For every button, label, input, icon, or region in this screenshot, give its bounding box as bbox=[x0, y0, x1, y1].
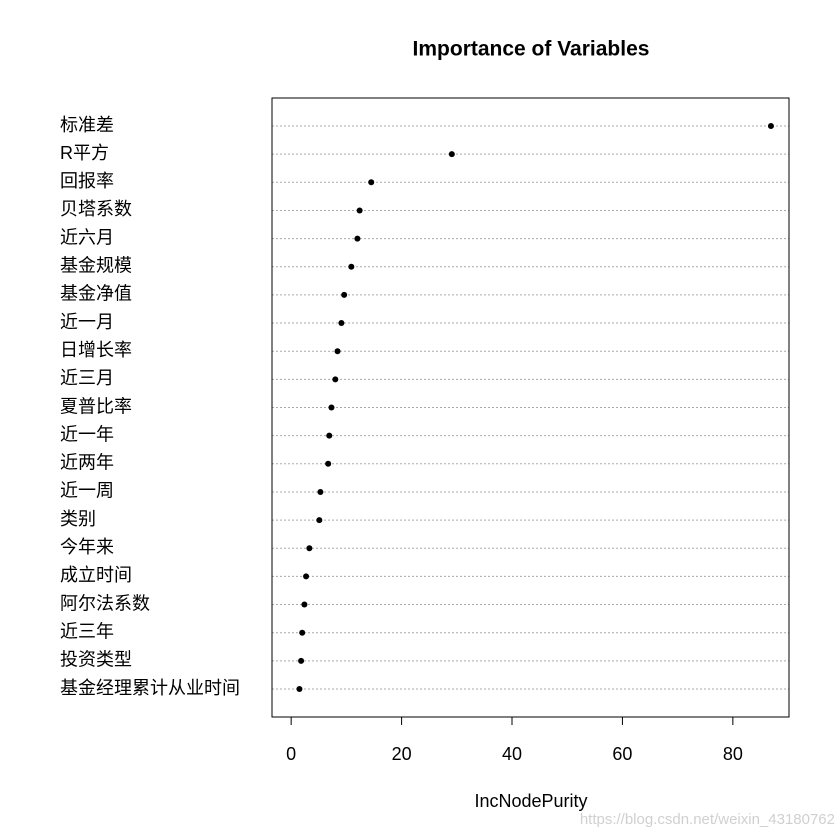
chart-title: Importance of Variables bbox=[413, 38, 650, 61]
y-tick-label: 成立时间 bbox=[60, 565, 132, 585]
y-tick-label: 夏普比率 bbox=[60, 396, 132, 416]
x-tick-label: 60 bbox=[612, 744, 632, 764]
x-tick-label: 0 bbox=[286, 744, 296, 764]
x-tick-label: 80 bbox=[723, 744, 743, 764]
x-tick-label: 40 bbox=[502, 744, 522, 764]
dot bbox=[326, 432, 333, 439]
y-tick-label: 投资类型 bbox=[60, 650, 132, 670]
y-tick-label: 今年来 bbox=[60, 537, 114, 557]
dot bbox=[332, 376, 339, 383]
dot bbox=[317, 488, 324, 495]
y-tick-label: 基金经理累计从业时间 bbox=[60, 678, 240, 698]
y-tick-label: 日增长率 bbox=[60, 340, 132, 360]
dot bbox=[328, 404, 335, 411]
dot bbox=[334, 348, 341, 355]
plot-frame bbox=[271, 97, 790, 718]
dot bbox=[354, 235, 361, 242]
y-tick-label: 近一月 bbox=[60, 312, 114, 332]
dot bbox=[767, 123, 774, 129]
y-tick-label: R平方 bbox=[60, 143, 109, 163]
y-tick-label: 类别 bbox=[60, 509, 96, 529]
dot bbox=[303, 573, 310, 580]
y-tick-label: 近一周 bbox=[60, 481, 114, 501]
y-tick-label: 标准差 bbox=[60, 115, 114, 135]
dot bbox=[348, 263, 355, 270]
dot bbox=[448, 151, 455, 158]
y-tick-label: 基金规模 bbox=[60, 256, 132, 276]
y-tick-label: 近三月 bbox=[60, 368, 114, 388]
dot bbox=[298, 657, 305, 664]
dot bbox=[299, 629, 306, 636]
dot bbox=[301, 601, 308, 608]
dot bbox=[356, 207, 363, 214]
y-tick-label: 近一年 bbox=[60, 424, 114, 444]
dot bbox=[306, 545, 313, 552]
x-axis-label: IncNodePurity bbox=[474, 791, 587, 811]
y-tick-label: 阿尔法系数 bbox=[60, 593, 150, 613]
y-tick-label: 近两年 bbox=[60, 453, 114, 473]
y-tick-label: 近三年 bbox=[60, 621, 114, 641]
y-tick-label: 贝塔系数 bbox=[60, 199, 132, 219]
y-tick-label: 基金净值 bbox=[60, 284, 132, 304]
watermark: https://blog.csdn.net/weixin_43180762 bbox=[580, 811, 835, 828]
dot bbox=[296, 686, 303, 692]
y-tick-label: 近六月 bbox=[60, 227, 114, 247]
y-tick-label: 回报率 bbox=[60, 171, 114, 191]
dot bbox=[316, 517, 323, 524]
x-tick-label: 20 bbox=[392, 744, 412, 764]
dot bbox=[325, 460, 332, 467]
dot bbox=[341, 291, 348, 298]
dot bbox=[338, 320, 345, 327]
dot bbox=[368, 179, 375, 186]
